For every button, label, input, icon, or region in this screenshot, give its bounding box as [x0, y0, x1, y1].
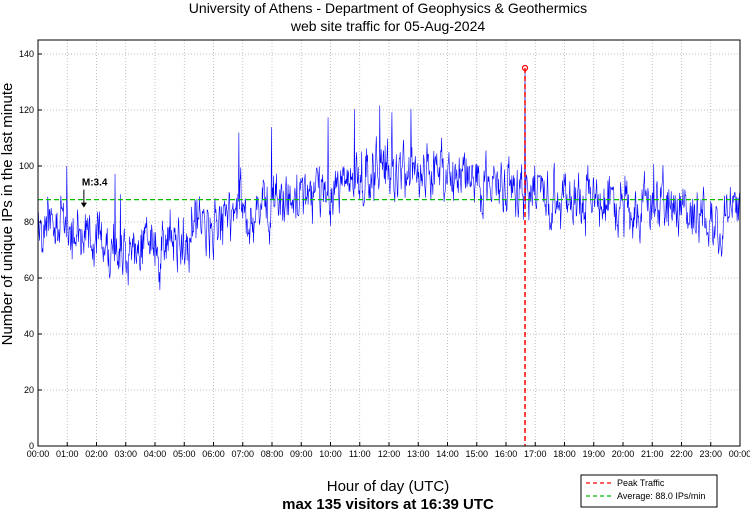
- y-tick-label: 80: [24, 217, 34, 227]
- y-tick-label: 60: [24, 273, 34, 283]
- legend-box: [580, 474, 718, 508]
- x-axis-ticks: 00:00 01:00 02:00 03:00 04:00 05:00 06:00 07:00…: [27, 442, 750, 459]
- x-tick-label: 21:00: [641, 449, 664, 459]
- y-tick-label: 120: [19, 105, 34, 115]
- y-tick-label: 100: [19, 161, 34, 171]
- grid-lines: [37, 40, 741, 447]
- chart-footer: max 135 visitors at 16:39 UTC: [282, 496, 494, 511]
- x-tick-label: 18:00: [553, 449, 576, 459]
- x-tick-label: 17:00: [524, 449, 547, 459]
- legend-average-label: Average: 88.0 IPs/min: [617, 491, 705, 501]
- x-axis-label: Hour of day (UTC): [327, 478, 450, 495]
- x-tick-label: 05:00: [173, 449, 196, 459]
- x-tick-label: 16:00: [495, 449, 518, 459]
- x-tick-label: 03:00: [114, 449, 137, 459]
- x-tick-label: 11:00: [349, 449, 371, 459]
- series-traffic: [37, 67, 740, 291]
- x-tick-label: 08:00: [261, 449, 284, 459]
- y-tick-label: 20: [24, 385, 34, 395]
- x-tick-label: 23:00: [699, 449, 722, 459]
- x-tick-label: 00:00: [729, 449, 750, 459]
- x-tick-label: 01:00: [56, 449, 79, 459]
- x-tick-label: 15:00: [465, 449, 488, 459]
- magnitude-annotation: M:3.4: [80, 178, 108, 208]
- x-tick-label: 12:00: [378, 449, 401, 459]
- legend-peak-label: Peak Traffic: [617, 478, 665, 488]
- x-tick-label: 22:00: [670, 449, 693, 459]
- x-tick-label: 04:00: [144, 449, 167, 459]
- x-tick-label: 09:00: [290, 449, 313, 459]
- annotation-label: M:3.4: [82, 178, 108, 189]
- legend: Peak Traffic Average: 88.0 IPs/min: [580, 474, 718, 508]
- x-tick-label: 00:00: [27, 449, 50, 459]
- chart-subtitle: web site traffic for 05-Aug-2024: [290, 18, 486, 34]
- y-axis-ticks: 0 20 40 60 80 100 120 140: [19, 49, 42, 451]
- x-tick-label: 06:00: [202, 449, 225, 459]
- y-tick-label: 40: [24, 329, 34, 339]
- reference-lines: [38, 64, 740, 446]
- x-tick-label: 13:00: [407, 449, 430, 459]
- y-axis-label: Number of unique IPs in the last minute: [0, 83, 16, 346]
- x-tick-label: 14:00: [436, 449, 459, 459]
- peak-marker: [521, 64, 529, 72]
- series-line-traffic: [37, 67, 740, 291]
- chart-title: University of Athens - Department of Geo…: [189, 0, 587, 16]
- x-tick-label: 19:00: [582, 449, 605, 459]
- x-tick-label: 20:00: [612, 449, 635, 459]
- x-tick-label: 02:00: [85, 449, 108, 459]
- y-tick-label: 0: [29, 441, 34, 451]
- x-tick-label: 07:00: [231, 449, 254, 459]
- y-tick-label: 140: [19, 49, 34, 59]
- x-tick-label: 10:00: [319, 449, 342, 459]
- annotation-arrowhead: [80, 202, 87, 208]
